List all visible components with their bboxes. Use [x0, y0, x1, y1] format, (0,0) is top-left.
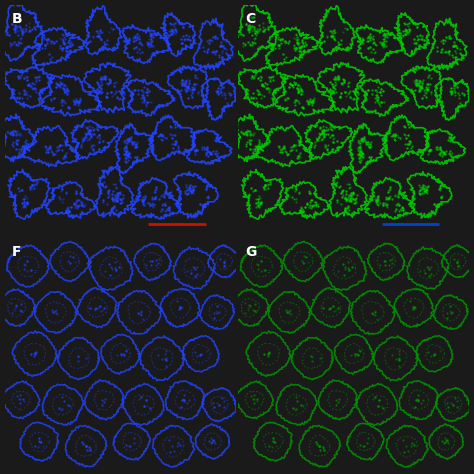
Text: C: C — [246, 12, 255, 26]
Text: B: B — [12, 12, 22, 26]
Text: F: F — [12, 246, 21, 259]
Text: G: G — [246, 246, 257, 259]
